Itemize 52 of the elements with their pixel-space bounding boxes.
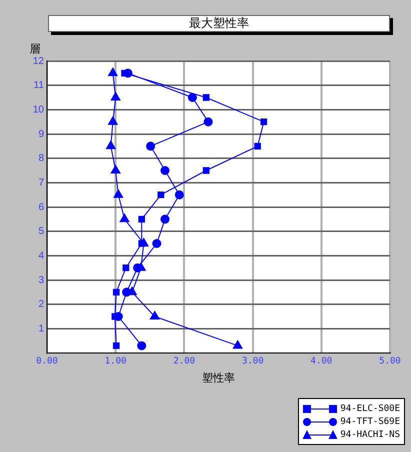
y-tick-label: 5 (38, 226, 44, 238)
legend-label: 94-HACHI-NS (340, 430, 400, 440)
y-tick-label: 3 (38, 274, 44, 286)
point (110, 165, 120, 174)
point (146, 142, 156, 151)
point (232, 340, 243, 349)
y-tick-label: 11 (34, 80, 44, 92)
y-tick-label: 10 (32, 104, 44, 116)
point (160, 166, 170, 175)
point (202, 167, 210, 174)
point (174, 190, 184, 200)
point (204, 117, 213, 126)
y-tick-label: 9 (38, 128, 44, 140)
point (260, 118, 268, 126)
point (138, 216, 145, 222)
x-tick-label: 2.00 (173, 356, 196, 367)
point (108, 68, 118, 76)
point (106, 140, 116, 150)
chart-title: 最大塑性率 (48, 15, 390, 32)
point (122, 288, 132, 297)
point (112, 288, 120, 296)
x-axis-title: 塑性率 (202, 371, 235, 384)
x-tick-label: 4.00 (310, 356, 332, 367)
point (202, 94, 210, 101)
point (120, 214, 130, 222)
point (137, 341, 146, 350)
point (150, 311, 160, 320)
point (122, 264, 130, 272)
x-tick-label: 1.00 (104, 356, 126, 367)
x-tick-label: 0.00 (36, 356, 58, 367)
legend-label: 94-ELC-S00E (340, 404, 400, 414)
y-tick-label: 12 (32, 56, 44, 67)
point (110, 92, 120, 100)
point (114, 189, 124, 198)
y-tick-label: 6 (38, 202, 44, 213)
y-tick-label: 1 (38, 323, 44, 334)
point (160, 214, 170, 224)
point (112, 342, 120, 350)
x-tick-label: 5.00 (379, 356, 401, 367)
y-axis-title: 層 (30, 42, 40, 56)
point (158, 192, 164, 198)
point (138, 240, 145, 247)
y-tick-label: 2 (38, 299, 44, 310)
point (254, 142, 261, 150)
point (108, 116, 118, 125)
x-tick-label: 3.00 (242, 356, 264, 367)
y-tick-label: 7 (38, 177, 44, 188)
y-tick-label: 8 (38, 153, 44, 164)
point (152, 239, 162, 248)
point (188, 93, 197, 102)
legend-label: 94-TFT-S69E (340, 416, 400, 426)
y-tick-label: 4 (38, 250, 44, 262)
